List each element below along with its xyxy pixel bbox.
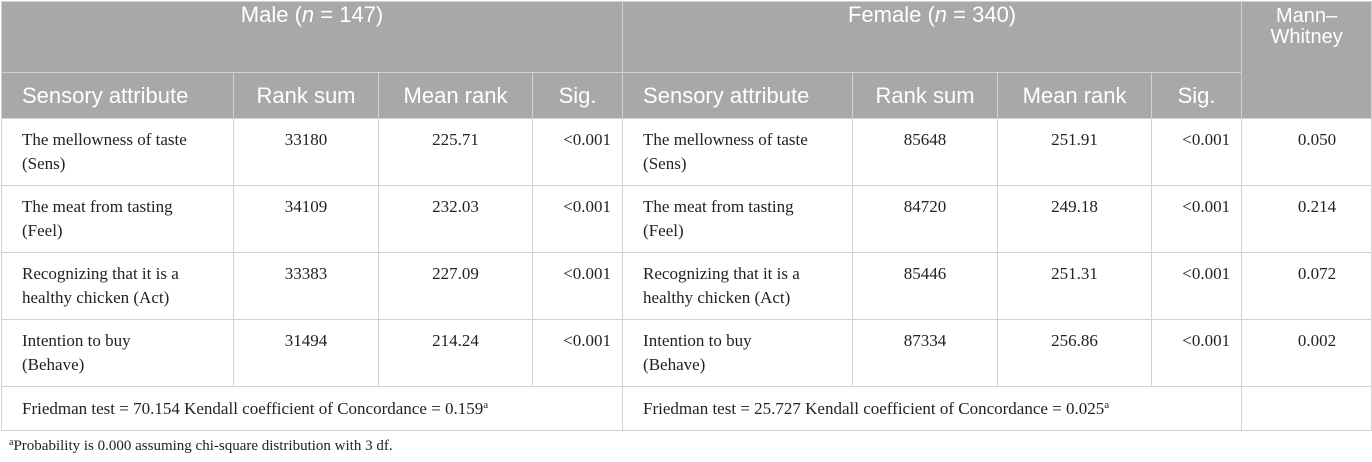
table-row: Recognizing that it is a healthy chicken … — [1, 252, 1372, 320]
male-mean-rank-cell: 225.71 — [378, 118, 533, 186]
female-mean-rank-cell: 251.31 — [997, 252, 1153, 320]
mann-whitney-cell: 0.072 — [1241, 252, 1372, 320]
female-attribute-cell: The meat from tasting (Feel) — [622, 185, 854, 253]
male-mean-rank-col-header: Mean rank — [378, 72, 533, 119]
female-rank-sum-col-header: Rank sum — [852, 72, 999, 119]
male-sig-col-header: Sig. — [531, 72, 624, 119]
male-group-header: Male (n = 147) — [0, 1, 624, 73]
male-attribute-cell: Recognizing that it is a healthy chicken … — [1, 252, 234, 320]
table-footnote: aProbability is 0.000 assuming chi-squar… — [9, 437, 393, 455]
male-rank-sum-col-header: Rank sum — [233, 72, 379, 119]
female-group-header: Female (n = 340) — [622, 1, 1243, 73]
female-rank-sum-cell: 85446 — [852, 252, 999, 320]
female-sig-col-header: Sig. — [1151, 72, 1243, 119]
female-attribute-cell: Recognizing that it is a healthy chicken … — [622, 252, 854, 320]
male-friedman-cell: Friedman test = 70.154 Kendall coefficie… — [0, 386, 624, 431]
table-row: Intention to buy (Behave) 31494 214.24 <0… — [1, 319, 1372, 387]
male-mean-rank-cell: 214.24 — [378, 319, 533, 387]
mann-whitney-cell: 0.050 — [1241, 118, 1372, 186]
male-attribute-cell: Intention to buy (Behave) — [1, 319, 234, 387]
table-row: The meat from tasting (Feel) 34109 232.03… — [1, 185, 1372, 253]
mann-whitney-header: Mann– Whitney — [1241, 1, 1372, 119]
female-friedman-cell: Friedman test = 25.727 Kendall coefficie… — [622, 386, 1243, 431]
female-sig-cell: <0.001 — [1151, 252, 1243, 320]
female-attribute-cell: Intention to buy (Behave) — [622, 319, 854, 387]
male-rank-sum-cell: 33180 — [233, 118, 379, 186]
male-attribute-cell: The mellowness of taste (Sens) — [1, 118, 234, 186]
female-mean-rank-cell: 251.91 — [997, 118, 1153, 186]
female-rank-sum-cell: 85648 — [852, 118, 999, 186]
male-rank-sum-cell: 31494 — [233, 319, 379, 387]
male-attribute-cell: The meat from tasting (Feel) — [1, 185, 234, 253]
male-rank-sum-cell: 34109 — [233, 185, 379, 253]
male-attribute-col-header: Sensory attribute — [1, 72, 234, 119]
female-sig-cell: <0.001 — [1151, 118, 1243, 186]
female-mean-rank-cell: 256.86 — [997, 319, 1153, 387]
table-row: The mellowness of taste (Sens) 33180 225.… — [1, 118, 1372, 186]
friedman-row: Friedman test = 70.154 Kendall coefficie… — [0, 386, 1372, 431]
male-mean-rank-cell: 232.03 — [378, 185, 533, 253]
female-sig-cell: <0.001 — [1151, 185, 1243, 253]
mann-whitney-cell: 0.002 — [1241, 319, 1372, 387]
female-mean-rank-col-header: Mean rank — [997, 72, 1153, 119]
empty-cell — [1241, 386, 1372, 431]
female-attribute-col-header: Sensory attribute — [622, 72, 854, 119]
mann-whitney-cell: 0.214 — [1241, 185, 1372, 253]
results-table: Male (n = 147) Female (n = 340) Mann– Whi… — [0, 1, 1372, 431]
female-mean-rank-cell: 249.18 — [997, 185, 1153, 253]
male-sig-cell: <0.001 — [531, 319, 624, 387]
male-rank-sum-cell: 33383 — [233, 252, 379, 320]
male-sig-cell: <0.001 — [531, 118, 624, 186]
female-rank-sum-cell: 84720 — [852, 185, 999, 253]
male-mean-rank-cell: 227.09 — [378, 252, 533, 320]
male-sig-cell: <0.001 — [531, 252, 624, 320]
female-rank-sum-cell: 87334 — [852, 319, 999, 387]
female-attribute-cell: The mellowness of taste (Sens) — [622, 118, 854, 186]
male-sig-cell: <0.001 — [531, 185, 624, 253]
female-sig-cell: <0.001 — [1151, 319, 1243, 387]
